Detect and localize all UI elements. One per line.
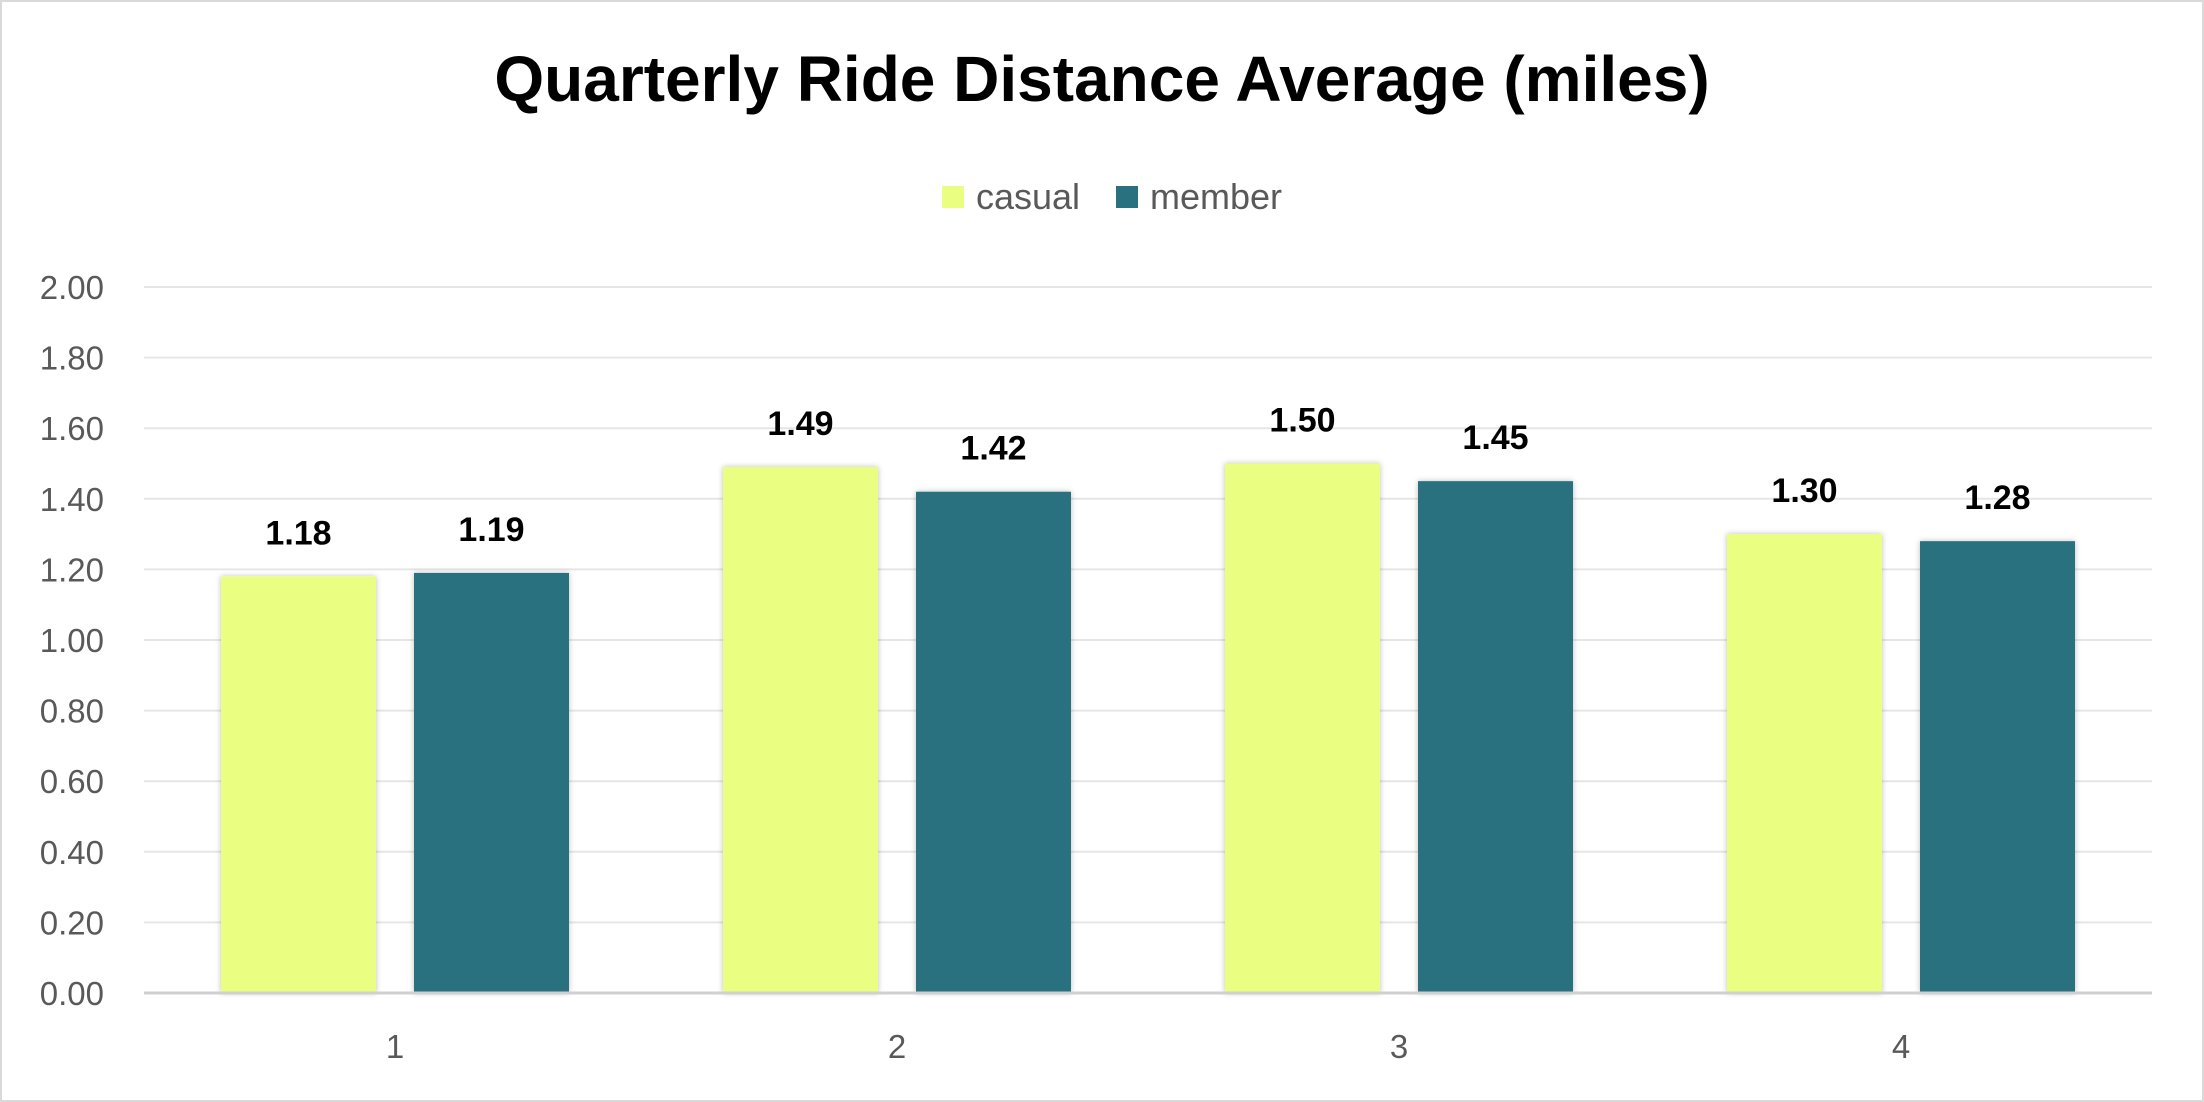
y-tick-label: 2.00 bbox=[40, 269, 104, 306]
bar-casual-4 bbox=[1727, 534, 1882, 993]
legend-swatch-casual bbox=[941, 186, 964, 208]
data-label-casual-4: 1.30 bbox=[1771, 472, 1837, 510]
legend-entry-casual: casual bbox=[941, 176, 1081, 218]
legend-entry-member: member bbox=[1116, 176, 1282, 218]
y-tick-label: 1.40 bbox=[40, 481, 104, 518]
y-tick-label: 0.00 bbox=[40, 975, 104, 1012]
bar-member-1 bbox=[414, 572, 569, 993]
data-label-member-1: 1.19 bbox=[458, 511, 524, 549]
data-label-member-2: 1.42 bbox=[960, 430, 1026, 468]
y-tick-label: 0.60 bbox=[40, 763, 104, 800]
axes: 0.00 0.20 0.40 0.60 0.80 1.00 1.20 1.40 1.60 1.80… bbox=[40, 269, 2152, 1065]
bar-member-3 bbox=[1418, 481, 1573, 993]
y-tick-label: 1.20 bbox=[40, 551, 104, 588]
x-tick-label: 2 bbox=[888, 1028, 906, 1065]
x-tick-label: 4 bbox=[1892, 1028, 1910, 1065]
bar-member-2 bbox=[916, 491, 1071, 993]
x-tick-label: 1 bbox=[386, 1028, 404, 1065]
legend-label-member: member bbox=[1150, 176, 1283, 217]
y-tick-label: 1.60 bbox=[40, 410, 104, 447]
data-label-member-3: 1.45 bbox=[1462, 419, 1528, 457]
bar-casual-3 bbox=[1225, 463, 1380, 993]
data-labels: 1.18 1.19 1.49 1.42 1.50 1.45 1.30 1.28 bbox=[265, 402, 2030, 553]
y-tick-label: 0.20 bbox=[40, 904, 104, 941]
legend: casual member bbox=[0, 176, 2204, 218]
chart-title: Quarterly Ride Distance Average (miles) bbox=[494, 43, 1710, 115]
bar-member-4 bbox=[1920, 541, 2075, 993]
y-tick-label: 1.00 bbox=[40, 622, 104, 659]
data-label-casual-3: 1.50 bbox=[1269, 402, 1335, 440]
legend-swatch-member bbox=[1116, 186, 1139, 208]
legend-label-casual: casual bbox=[975, 176, 1081, 217]
bar-casual-1 bbox=[221, 576, 376, 993]
y-tick-label: 1.80 bbox=[40, 340, 104, 377]
x-tick-label: 3 bbox=[1390, 1028, 1408, 1065]
data-label-casual-2: 1.49 bbox=[767, 405, 833, 443]
data-label-member-4: 1.28 bbox=[1964, 479, 2030, 517]
data-label-casual-1: 1.18 bbox=[265, 514, 331, 552]
bar-casual-2 bbox=[723, 467, 878, 993]
y-tick-label: 0.80 bbox=[40, 693, 104, 730]
y-tick-label: 0.40 bbox=[40, 834, 104, 871]
bars bbox=[221, 463, 2075, 993]
